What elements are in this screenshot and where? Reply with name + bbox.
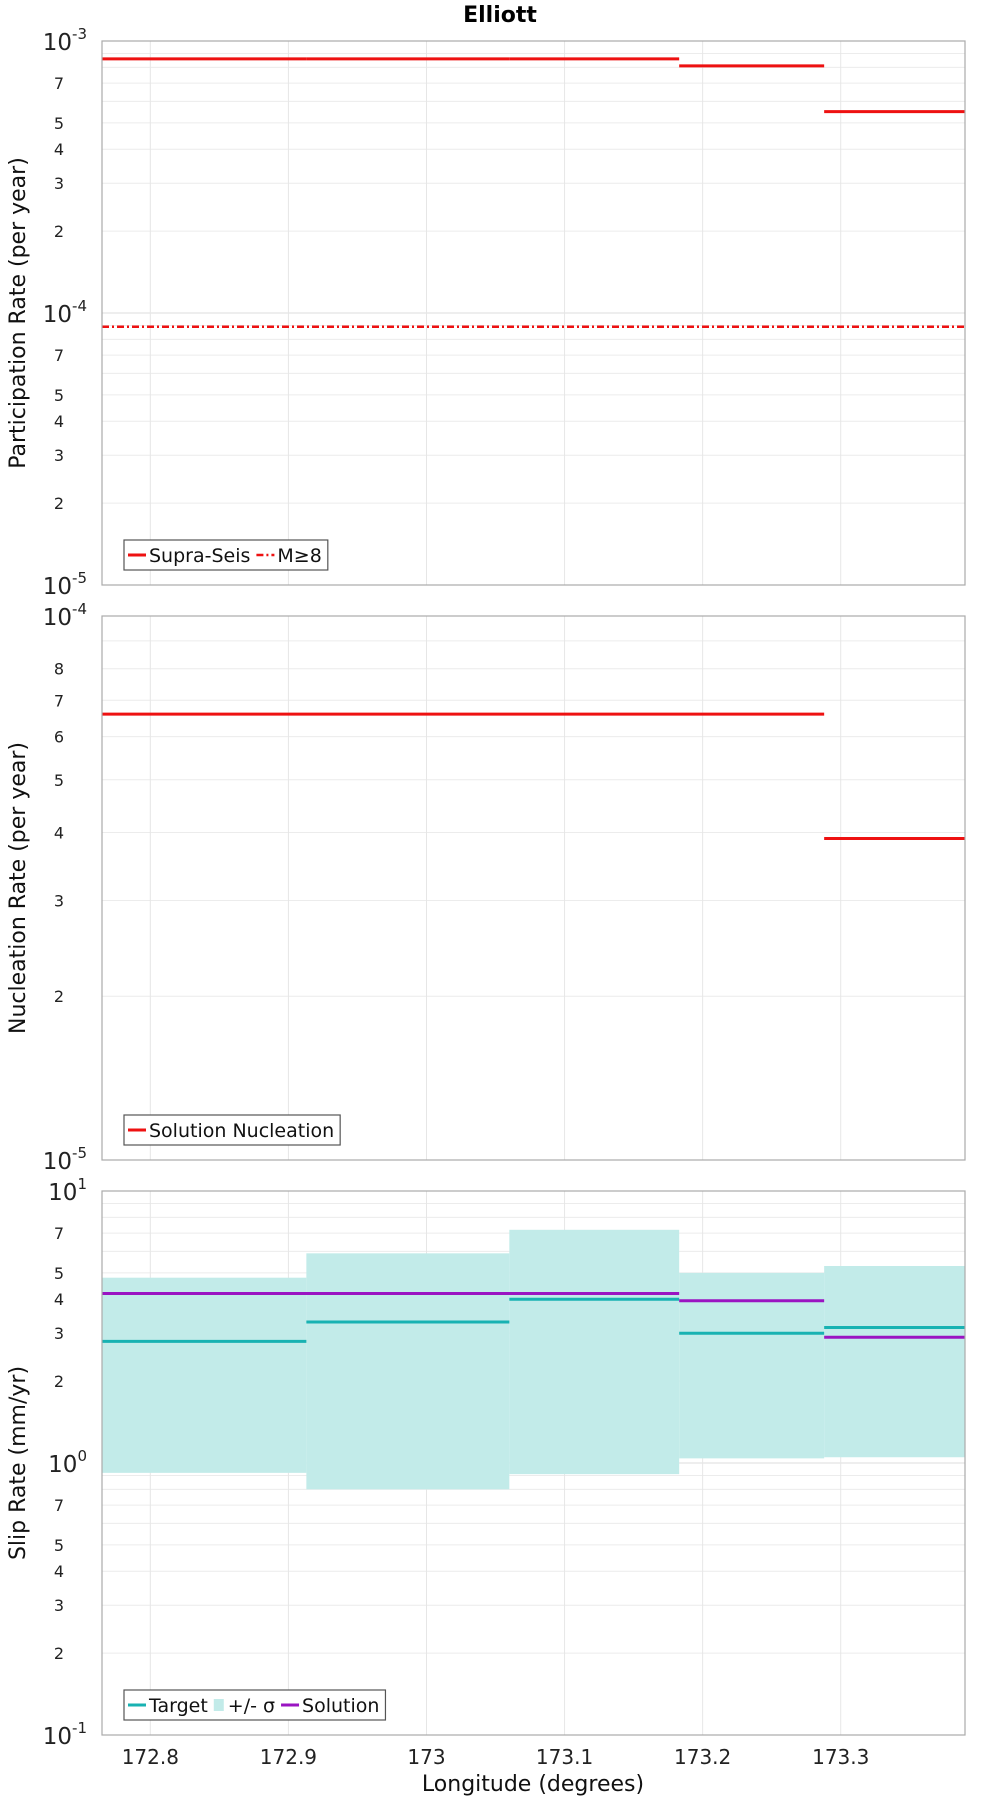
y-tick-label: 10-5: [43, 1144, 87, 1175]
legend-label: Supra-Seis: [149, 545, 250, 567]
legend-label: +/- σ: [228, 1695, 275, 1717]
y-tick-label: 4: [54, 1290, 64, 1309]
y-axis-label: Participation Rate (per year): [6, 157, 31, 469]
y-tick-label: 7: [54, 1496, 64, 1515]
y-tick-label: 4: [54, 412, 64, 431]
y-tick-label: 7: [54, 346, 64, 365]
legend-entry: +/- σ: [213, 1695, 275, 1717]
x-tick-label: 173.2: [674, 1745, 731, 1769]
y-tick-label: 10-1: [43, 1719, 87, 1750]
y-tick-label: 2: [54, 987, 64, 1006]
y-tick-label: 5: [54, 771, 64, 790]
panel-3: 101 100 10-1 7 5 4 3 2 7 5 4 3 2 Slip Rate (mm/yr) Tar…: [6, 1175, 966, 1750]
legend-frame: [123, 1689, 387, 1721]
y-tick-label: 4: [54, 140, 64, 159]
panel-1: 10-3 10-4 10-5 7 5 4 3 2 7 5 4 3 2 Participation Rate…: [6, 25, 966, 600]
sigma-band: [306, 1253, 510, 1490]
y-tick-label: 5: [54, 386, 64, 405]
legend-entry: Supra-Seis: [128, 545, 250, 567]
y-tick-label: 2: [54, 222, 64, 241]
legend-frame: [123, 1114, 341, 1146]
legend-entry: M≥8: [256, 545, 322, 567]
legend-frame: [123, 539, 329, 571]
y-tick-label: 10-5: [43, 569, 87, 600]
legend: Target +/- σ Solution: [123, 1689, 387, 1721]
y-tick-label: 5: [54, 114, 64, 133]
legend: Solution Nucleation: [123, 1114, 341, 1146]
y-tick-label: 100: [48, 1447, 87, 1478]
legend-label: Solution Nucleation: [149, 1120, 334, 1142]
y-tick-label: 5: [54, 1264, 64, 1283]
legend-entry: Target: [128, 1695, 208, 1717]
y-tick-label: 2: [54, 1644, 64, 1663]
y-tick-label: 3: [54, 446, 64, 465]
y-tick-label: 7: [54, 1224, 64, 1243]
legend-swatch: [213, 1699, 224, 1711]
y-tick-label: 2: [54, 1372, 64, 1391]
plot-frame: [101, 1190, 966, 1736]
legend-label: Target: [148, 1695, 208, 1717]
x-tick-label: 173.3: [812, 1745, 869, 1769]
legend: Supra-Seis M≥8: [123, 539, 329, 571]
legend-label: Solution: [302, 1695, 379, 1717]
plot-frame: [101, 40, 966, 586]
x-tick-label: 172.8: [122, 1745, 179, 1769]
x-tick-label: 173: [407, 1745, 445, 1769]
sigma-band: [824, 1265, 965, 1458]
chart-title: Elliott: [463, 3, 537, 28]
legend-entry: Solution Nucleation: [128, 1120, 334, 1142]
x-tick-label: 172.9: [260, 1745, 317, 1769]
panel-2: 10-4 10-5 8 7 6 5 4 3 2 Nucleation Rate (per year…: [6, 600, 966, 1175]
y-axis-label: Slip Rate (mm/yr): [6, 1366, 31, 1560]
y-tick-label: 8: [54, 660, 64, 679]
y-tick-label: 3: [54, 891, 64, 910]
x-axis-label: Longitude (degrees): [422, 1772, 644, 1797]
x-tick-label: 173.1: [536, 1745, 593, 1769]
y-axis-label: Nucleation Rate (per year): [6, 742, 31, 1034]
plot-area: [102, 616, 965, 1160]
y-tick-label: 4: [54, 823, 64, 842]
y-tick-label: 7: [54, 691, 64, 710]
y-tick-label: 2: [54, 494, 64, 513]
legend-entry: Solution: [281, 1695, 379, 1717]
y-tick-label: 10-3: [43, 25, 87, 56]
sigma-band: [102, 1277, 307, 1473]
y-tick-label: 4: [54, 1562, 64, 1581]
y-tick-label: 10-4: [43, 297, 87, 328]
y-tick-label: 10-4: [43, 600, 87, 631]
y-tick-label: 3: [54, 174, 64, 193]
y-tick-label: 3: [54, 1596, 64, 1615]
y-tick-label: 101: [48, 1175, 87, 1206]
plot-frame: [101, 615, 966, 1161]
y-tick-label: 3: [54, 1324, 64, 1343]
y-tick-label: 6: [54, 728, 64, 747]
sigma-band: [679, 1272, 825, 1459]
legend-label: M≥8: [277, 545, 321, 567]
y-tick-label: 7: [54, 74, 64, 93]
x-tick-labels: 172.8 172.9 173 173.1 173.2 173.3: [122, 1745, 870, 1769]
sigma-band: [509, 1229, 680, 1475]
y-tick-label: 5: [54, 1536, 64, 1555]
